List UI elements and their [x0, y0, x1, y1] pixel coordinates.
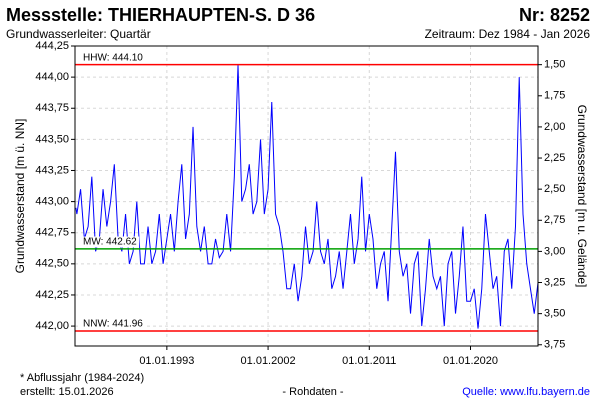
reference-label-bg	[81, 318, 146, 330]
y-tick-label: 442,50	[35, 258, 69, 270]
footnote: * Abflussjahr (1984-2024)	[20, 372, 144, 384]
period: Zeitraum: Dez 1984 - Jan 2026	[425, 27, 591, 41]
y2-axis-label: Grundwasserstand [m u. Gelände]	[575, 105, 589, 288]
x-tick-label: 01.01.1993	[139, 355, 194, 367]
chart-title: Messstelle: THIERHAUPTEN-S. D 36	[6, 5, 315, 25]
x-tick-label: 01.01.2002	[241, 355, 296, 367]
reference-label-bg	[81, 52, 146, 64]
y2-tick-label: 3,50	[544, 308, 565, 320]
y2-tick-label: 2,00	[544, 121, 565, 133]
y-tick-label: 442,25	[35, 289, 69, 301]
subtitle: Grundwasserleiter: Quartär	[6, 27, 151, 41]
reference-label: HHW: 444.10	[83, 52, 143, 63]
y2-tick-label: 2,25	[544, 152, 565, 164]
y-tick-label: 442,75	[35, 227, 69, 239]
x-tick-label: 01.01.2011	[342, 355, 396, 367]
y-tick-label: 443,00	[35, 196, 69, 208]
source-link[interactable]: Quelle: www.lfu.bayern.de	[462, 386, 590, 398]
y-tick-label: 443,50	[35, 133, 69, 145]
y2-tick-label: 1,50	[544, 59, 565, 71]
x-tick-label: 01.01.2020	[443, 355, 498, 367]
y2-tick-label: 3,25	[544, 276, 565, 288]
y-axis-label: Grundwasserstand [m ü. NN]	[13, 119, 27, 274]
data-note: - Rohdaten -	[282, 386, 343, 398]
y-tick-label: 444,25	[35, 40, 69, 52]
plot-frame	[74, 45, 539, 347]
series-line	[75, 64, 539, 329]
reference-label-bg	[81, 236, 140, 248]
reference-label: MW: 442.62	[83, 237, 137, 248]
y2-tick-label: 3,00	[544, 245, 565, 257]
y2-tick-label: 3,75	[544, 339, 565, 351]
y2-tick-label: 2,50	[544, 183, 565, 195]
reference-label: NNW: 441.96	[83, 319, 143, 330]
y2-tick-label: 1,75	[544, 90, 565, 102]
y-tick-label: 442,00	[35, 320, 69, 332]
created-date: erstellt: 15.01.2026	[20, 386, 114, 398]
y-tick-label: 444,00	[35, 71, 69, 83]
y-tick-label: 443,25	[35, 164, 69, 176]
y-tick-label: 443,75	[35, 102, 69, 114]
y2-tick-label: 2,75	[544, 214, 565, 226]
station-number: Nr: 8252	[519, 5, 590, 25]
